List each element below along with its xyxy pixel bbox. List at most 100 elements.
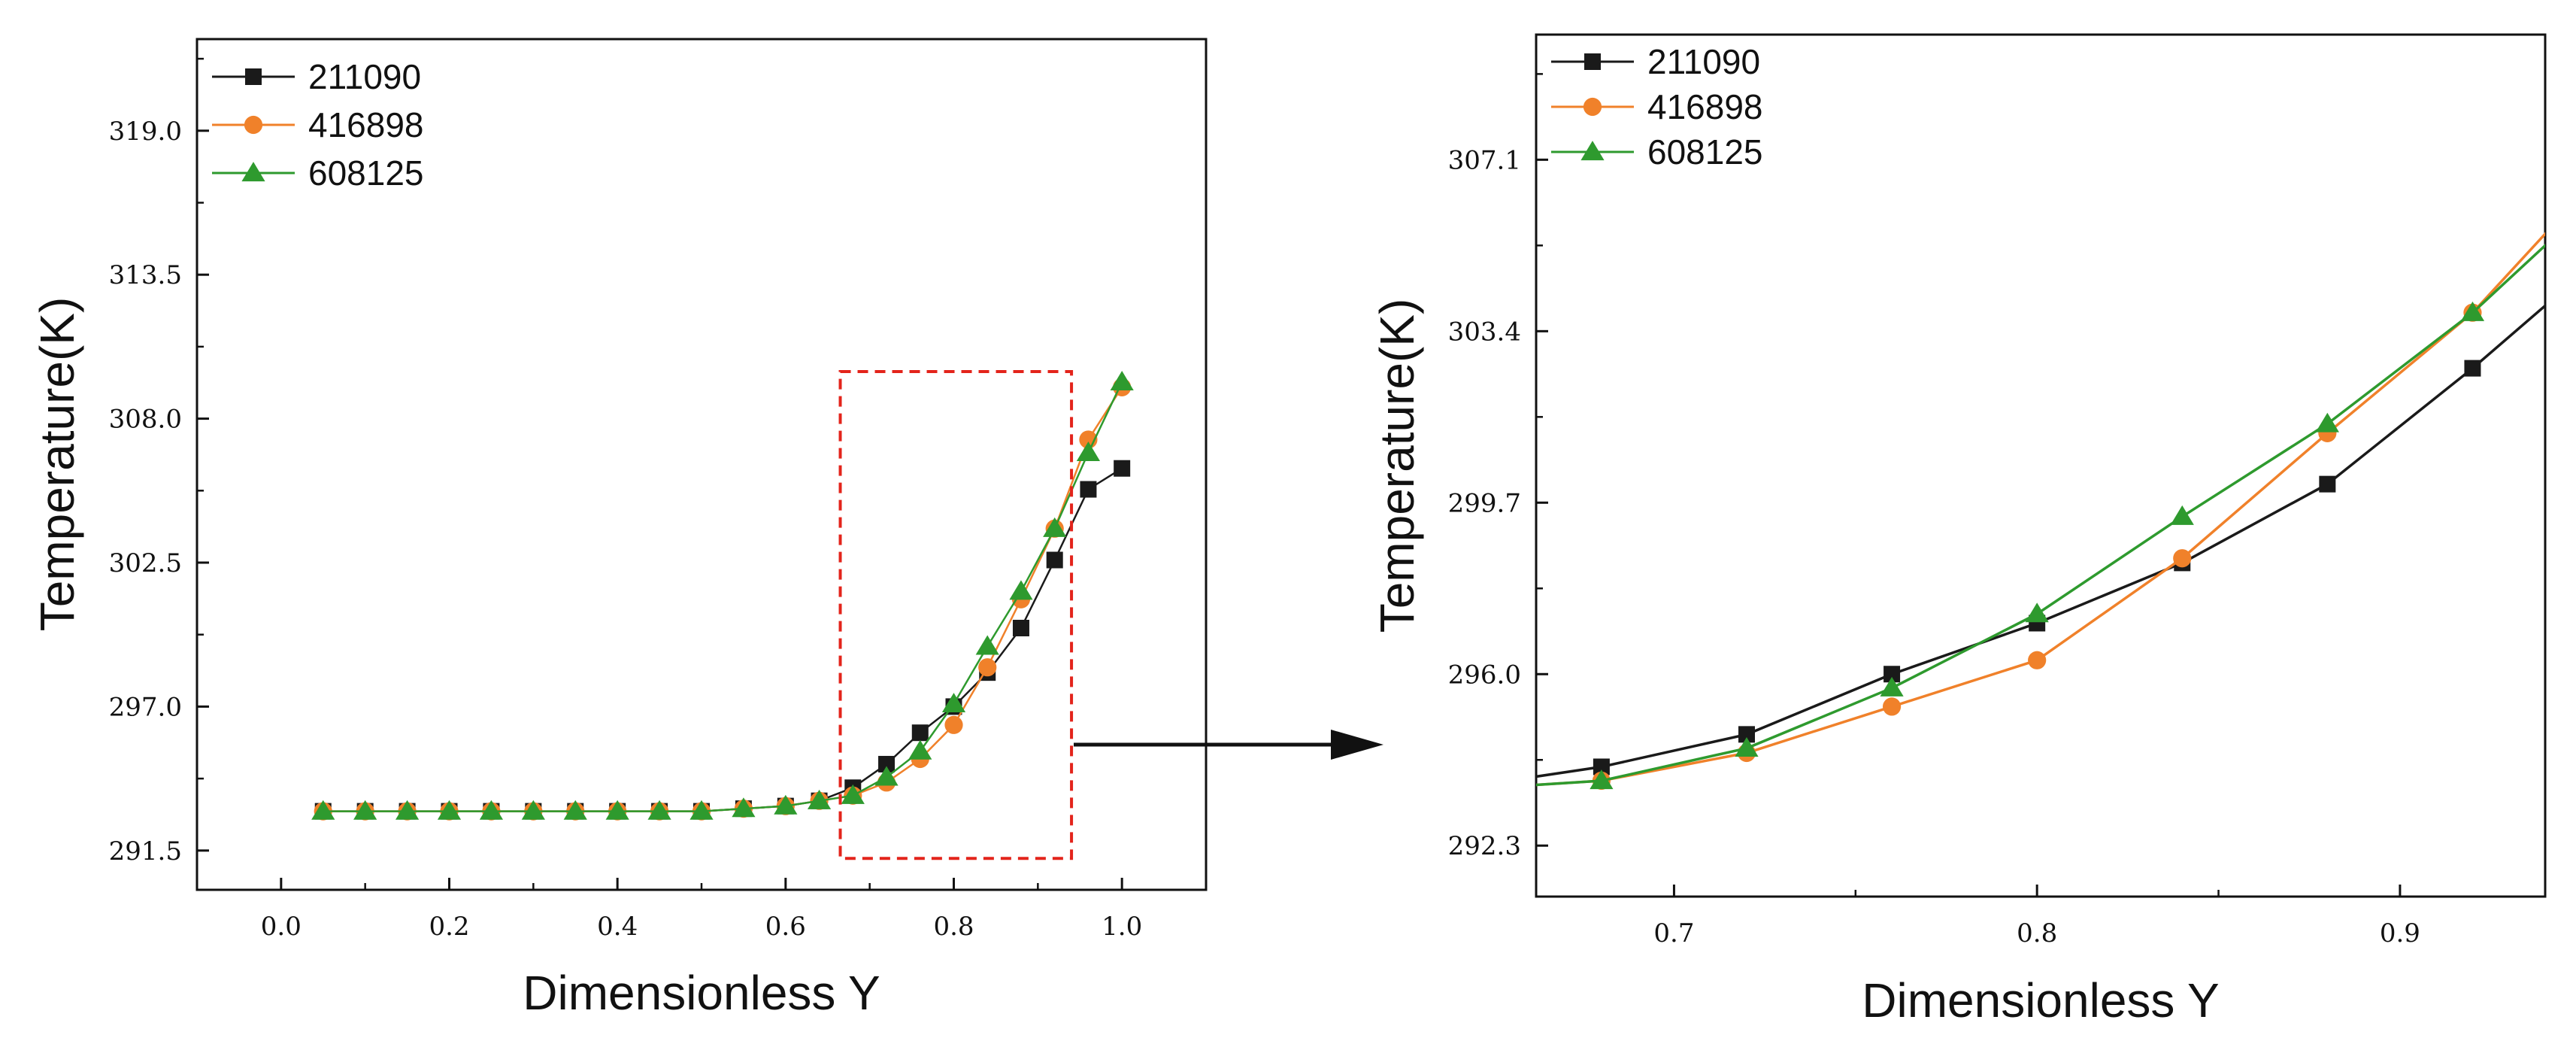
x-tick-label: 0.7 bbox=[1653, 918, 1694, 948]
series-line-211090 bbox=[323, 467, 1123, 812]
data-point-608125 bbox=[1880, 676, 1904, 697]
legend-marker-icon bbox=[245, 68, 262, 85]
y-tick-label: 303.4 bbox=[1448, 317, 1521, 347]
x-tick-label: 0.4 bbox=[597, 912, 638, 942]
data-point-608125 bbox=[941, 693, 966, 713]
data-point-608125 bbox=[437, 800, 462, 820]
data-point-211090 bbox=[1375, 791, 1392, 808]
legend-label: 608125 bbox=[1647, 132, 1763, 171]
legend-marker-icon bbox=[1583, 97, 1602, 117]
right-x-axis: 0.7 0.8 0.9 bbox=[1653, 885, 2420, 948]
legend-label: 211090 bbox=[308, 57, 421, 96]
data-point-211090 bbox=[911, 724, 929, 742]
left-y-axis-label: Temperature(K) bbox=[30, 297, 84, 632]
data-point-416898 bbox=[1882, 697, 1902, 716]
data-point-211090 bbox=[1738, 726, 1755, 743]
zoom-highlight-box bbox=[838, 369, 1074, 860]
data-point-608125 bbox=[1076, 441, 1101, 461]
data-point-608125 bbox=[975, 635, 999, 655]
x-tick-label: 0.8 bbox=[2017, 918, 2057, 948]
y-tick-label: 302.5 bbox=[109, 548, 182, 578]
data-point-608125 bbox=[1735, 736, 1759, 757]
data-point-608125 bbox=[841, 784, 865, 804]
arrow-head-icon bbox=[1331, 730, 1383, 760]
data-point-608125 bbox=[563, 800, 587, 820]
legend-label: 211090 bbox=[1647, 42, 1760, 81]
data-point-211090 bbox=[2464, 360, 2481, 377]
legend-marker-icon bbox=[1584, 53, 1601, 70]
data-point-608125 bbox=[2315, 412, 2339, 432]
data-point-608125 bbox=[521, 800, 545, 820]
left-legend: 211090 416898 608125 bbox=[212, 57, 424, 193]
data-point-211090 bbox=[1884, 666, 1901, 683]
y-tick-label: 319.0 bbox=[109, 117, 182, 147]
right-chart-panel: 292.3 296.0 299.7 303.4 307.1 0.7 0.8 0.9 Dime… bbox=[1370, 33, 2547, 1027]
data-point-608125 bbox=[1009, 580, 1033, 600]
series-line-416898 bbox=[323, 387, 1123, 812]
left-y-axis: 291.5 297.0 302.5 308.0 313.5 319.0 bbox=[109, 57, 209, 866]
data-point-211090 bbox=[2319, 475, 2336, 493]
legend-marker-icon bbox=[1580, 141, 1605, 161]
data-point-608125 bbox=[732, 797, 756, 818]
data-point-416898 bbox=[2028, 651, 2047, 669]
x-tick-label: 0.6 bbox=[765, 912, 806, 942]
x-tick-label: 0.8 bbox=[933, 912, 974, 942]
data-point-211090 bbox=[1593, 758, 1610, 775]
right-y-axis-label: Temperature(K) bbox=[1370, 299, 1424, 633]
data-point-608125 bbox=[395, 800, 420, 820]
x-tick-label: 0.0 bbox=[261, 912, 302, 942]
data-point-608125 bbox=[1590, 769, 1614, 790]
legend-label: 416898 bbox=[308, 105, 424, 144]
left-x-axis: 0.0 0.2 0.4 0.6 0.8 1.0 bbox=[261, 878, 1208, 942]
y-tick-label: 308.0 bbox=[109, 405, 182, 435]
series-line-608125 bbox=[323, 381, 1123, 812]
data-point-608125 bbox=[1372, 784, 1396, 803]
data-point-211090 bbox=[1012, 620, 1029, 636]
data-point-608125 bbox=[353, 800, 377, 820]
data-point-211090 bbox=[1114, 460, 1131, 477]
data-point-608125 bbox=[874, 766, 899, 786]
series-line-416898 bbox=[1536, 232, 2545, 787]
zoom-arrow bbox=[1074, 730, 1383, 760]
y-tick-label: 313.5 bbox=[109, 260, 182, 290]
right-legend: 211090 416898 608125 bbox=[1551, 42, 1763, 171]
series-line-608125 bbox=[1536, 243, 2545, 787]
data-point-608125 bbox=[605, 800, 629, 820]
left-chart-panel: 291.5 297.0 302.5 308.0 313.5 319.0 0.0 0.2 0.4… bbox=[30, 38, 1208, 1020]
right-plot-frame bbox=[1535, 33, 2547, 898]
data-point-608125 bbox=[807, 789, 832, 809]
data-point-416898 bbox=[978, 658, 997, 677]
data-point-211090 bbox=[878, 755, 896, 772]
data-point-608125 bbox=[647, 800, 671, 820]
data-point-608125 bbox=[479, 800, 504, 820]
left-series-group bbox=[311, 371, 1134, 821]
x-tick-label: 0.2 bbox=[429, 912, 469, 942]
y-tick-label: 297.0 bbox=[109, 692, 182, 722]
data-point-608125 bbox=[689, 800, 714, 820]
y-tick-label: 299.7 bbox=[1448, 488, 1521, 518]
data-point-416898 bbox=[1374, 785, 1393, 803]
right-series-group bbox=[1372, 232, 2545, 808]
y-tick-label: 307.1 bbox=[1448, 145, 1521, 175]
y-tick-label: 292.3 bbox=[1448, 831, 1521, 861]
legend-marker-icon bbox=[244, 115, 263, 135]
data-point-608125 bbox=[1043, 517, 1067, 537]
series-line-211090 bbox=[1536, 304, 2545, 778]
x-tick-label: 1.0 bbox=[1102, 912, 1142, 942]
data-point-608125 bbox=[2025, 602, 2049, 623]
y-tick-label: 296.0 bbox=[1448, 660, 1521, 690]
right-x-axis-label: Dimensionless Y bbox=[1862, 973, 2219, 1027]
y-tick-label: 291.5 bbox=[109, 836, 182, 866]
data-point-211090 bbox=[1080, 481, 1097, 498]
data-point-608125 bbox=[1110, 371, 1134, 391]
data-point-211090 bbox=[1046, 551, 1063, 569]
legend-label: 608125 bbox=[308, 153, 424, 193]
left-x-axis-label: Dimensionless Y bbox=[523, 966, 880, 1020]
data-point-608125 bbox=[908, 739, 932, 760]
data-point-608125 bbox=[2460, 301, 2485, 321]
data-point-608125 bbox=[774, 794, 798, 815]
legend-marker-icon bbox=[241, 162, 265, 182]
legend-label: 416898 bbox=[1647, 87, 1763, 126]
x-tick-label: 0.9 bbox=[2380, 918, 2420, 948]
